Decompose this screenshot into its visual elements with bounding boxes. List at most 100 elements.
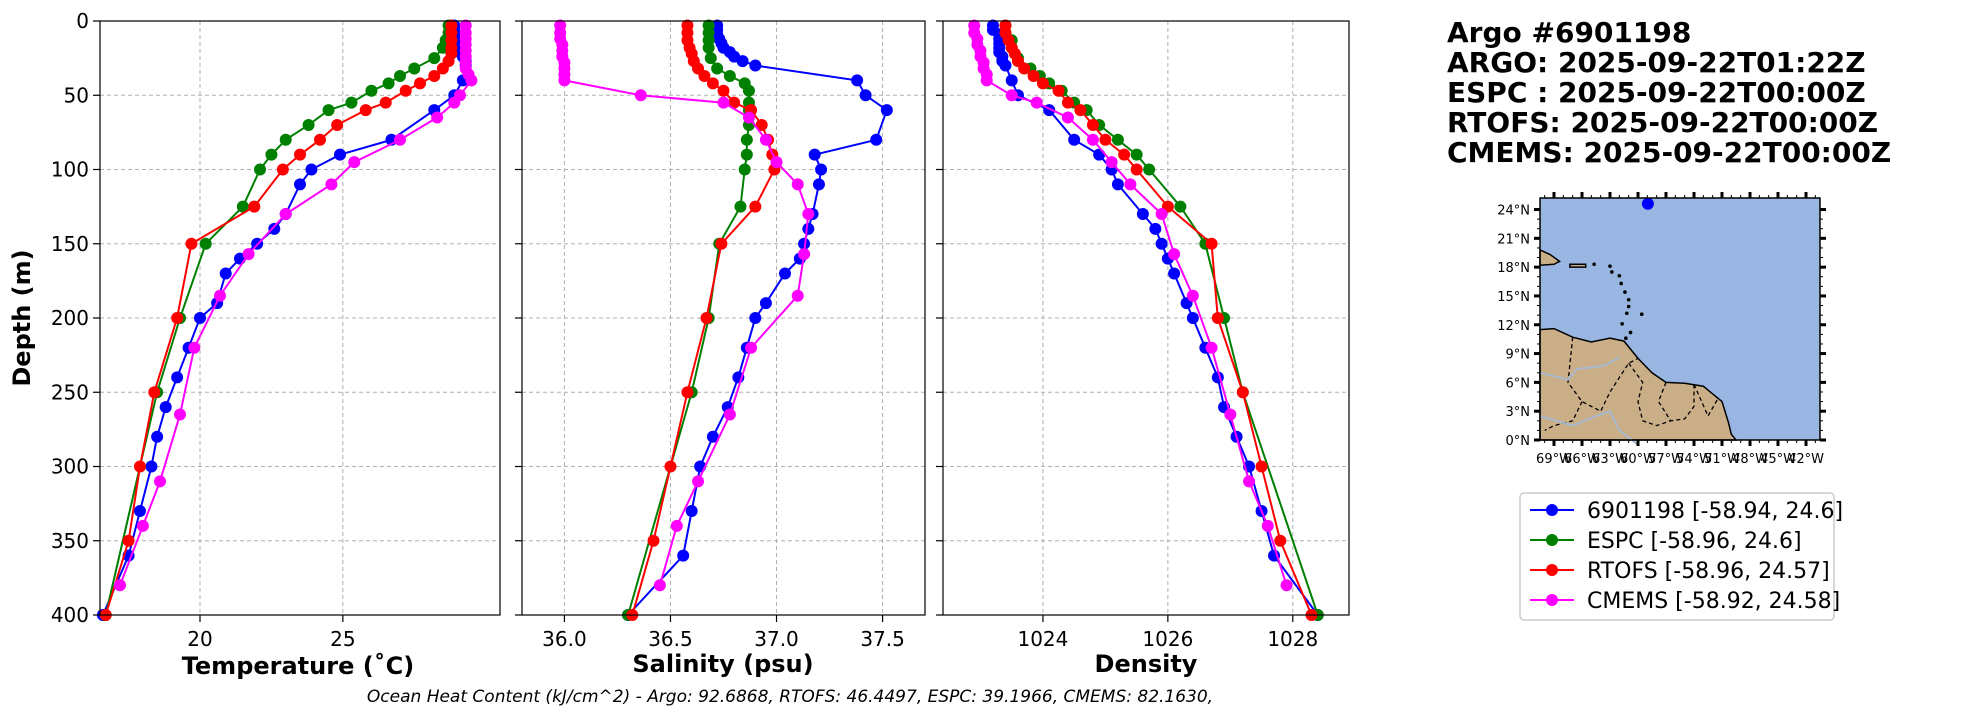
espc-profile-point	[345, 96, 358, 109]
espc-profile-point	[742, 84, 755, 97]
island-dot	[1623, 290, 1627, 294]
rtofs-profile-point	[1099, 133, 1112, 146]
rtofs-legend-label: RTOFS [-58.96, 24.57]	[1587, 559, 1830, 584]
argo-profile-point	[749, 59, 762, 72]
rtofs-profile-point	[664, 460, 677, 473]
island-dot	[1639, 312, 1644, 316]
rtofs-profile-point	[248, 200, 261, 213]
lat-tick-label: 21°N	[1497, 232, 1530, 247]
rtofs-profile-point	[681, 386, 694, 399]
depth-axis-label: Depth (m)	[8, 249, 36, 386]
inset-map: 24°N 21°N 18°N 15°N 12°N 9°N 6°N 3°N 0°N 69°W66°W…	[1497, 192, 1826, 467]
cmems-profile-point	[1186, 289, 1199, 302]
y-tick-label: 300	[51, 455, 89, 479]
argo-profile-point	[812, 178, 825, 191]
cmems-profile-point	[465, 74, 478, 87]
lat-tick-label: 9°N	[1506, 348, 1531, 363]
argo-profile-point	[779, 267, 792, 280]
cmems-profile-point	[692, 475, 705, 488]
argo-profile-point	[1168, 267, 1181, 280]
argo-profile-point	[815, 163, 828, 176]
argo-legend-label: 6901198 [-58.94, 24.6]	[1587, 499, 1843, 524]
rtofs-profile-point	[1061, 96, 1074, 109]
cmems-profile-point	[214, 289, 226, 302]
lon-tick-label: 42°W	[1788, 452, 1824, 467]
cmems-profile-point	[154, 475, 166, 488]
island-dot	[1617, 273, 1622, 278]
rtofs-profile-point	[647, 534, 660, 547]
cmems-profile-point	[791, 289, 804, 302]
south-america-land	[1539, 327, 1738, 441]
rtofs-profile-point	[1205, 237, 1218, 250]
rtofs-profile-point	[428, 69, 441, 82]
espc-profile-point	[1111, 133, 1124, 146]
puerto-rico-land	[1569, 263, 1587, 268]
argo-profile-point	[268, 222, 281, 235]
espc-profile-point	[1174, 200, 1187, 213]
cmems-profile-point	[1280, 579, 1293, 592]
cmems-profile-point	[1005, 89, 1018, 102]
rtofs-profile-point	[314, 133, 326, 146]
cmems-legend-label: CMEMS [-58.92, 24.58]	[1587, 589, 1840, 614]
lon-tick-label: 69°W	[1536, 452, 1572, 467]
cmems-profile-point	[1124, 178, 1137, 191]
espc-legend-marker	[1546, 534, 1558, 546]
rtofs-profile-point	[414, 77, 426, 90]
cmems-profile-point	[798, 248, 811, 261]
rtofs-profile-point	[1130, 163, 1143, 176]
cmems-profile-point	[1105, 156, 1118, 169]
island-dot	[1608, 264, 1612, 268]
legend-box	[1519, 492, 1835, 621]
cmems-profile-point	[1243, 475, 1256, 488]
rtofs-profile-point	[700, 312, 713, 324]
lat-tick-label: 0°N	[1506, 434, 1531, 449]
cmems-profile-point	[242, 248, 255, 261]
rtofs-profile-point	[706, 77, 719, 90]
argo-profile-point	[1149, 222, 1162, 235]
argo-profile-point	[145, 460, 158, 473]
lon-tick-label: 54°W	[1676, 452, 1712, 467]
lon-tick-label: 63°W	[1592, 452, 1628, 467]
island-dot	[1628, 330, 1633, 335]
lon-tick-label: 45°W	[1760, 452, 1796, 467]
lat-tick-label: 18°N	[1497, 261, 1530, 276]
cmems-profile-point	[1261, 519, 1274, 532]
argo-profile-point	[151, 430, 164, 443]
y-tick-label: 250	[51, 380, 89, 404]
axes-frame	[521, 20, 926, 616]
header-espc-time: ESPC : 2025-09-22T00:00Z	[1447, 76, 1866, 109]
argo-profile-point	[1068, 133, 1081, 146]
rtofs-profile-point	[1018, 62, 1031, 75]
island-dot	[1626, 297, 1631, 302]
rtofs-legend-marker	[1546, 564, 1558, 576]
argo-profile-point	[736, 55, 749, 68]
y-tick-label: 150	[51, 232, 89, 256]
rtofs-profile-point	[1052, 84, 1065, 97]
cmems-profile-point	[980, 74, 993, 87]
espc-profile-point	[428, 52, 441, 65]
cmems-profile-line	[119, 25, 473, 586]
rtofs-profile-point	[276, 163, 289, 176]
argo-profile-point	[706, 430, 719, 443]
rtofs-profile-point	[1027, 69, 1040, 82]
rtofs-profile-point	[331, 118, 344, 131]
lon-tick-label: 66°W	[1564, 452, 1600, 467]
cmems-profile-line	[973, 25, 1288, 586]
rtofs-profile-point	[379, 96, 392, 109]
argo-profile-point	[305, 163, 318, 176]
island-dot	[1625, 311, 1629, 316]
rtofs-profile-point	[122, 534, 135, 547]
rtofs-profile-point	[148, 386, 161, 399]
espc-profile-point	[436, 41, 449, 54]
cmems-legend-marker	[1546, 594, 1558, 606]
rtofs-profile-point	[755, 118, 768, 131]
espc-profile-point	[740, 133, 753, 146]
espc-profile-point	[265, 148, 278, 161]
rtofs-profile-point	[185, 237, 198, 250]
espc-profile-point	[740, 148, 753, 161]
x-tick-label: 37.0	[754, 627, 799, 651]
cmems-profile-point	[394, 133, 406, 146]
argo-profile-point	[219, 267, 232, 280]
x-tick-label: 25	[330, 627, 355, 651]
